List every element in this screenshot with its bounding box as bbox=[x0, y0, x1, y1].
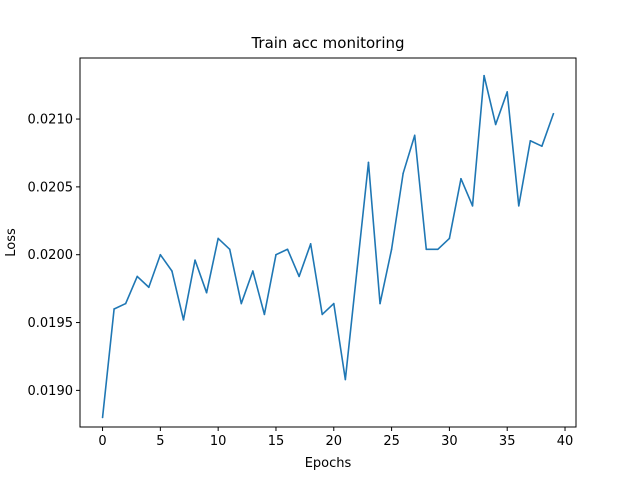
y-axis-label: Loss bbox=[4, 228, 19, 257]
series-line bbox=[101, 74, 555, 418]
data-point bbox=[217, 237, 219, 240]
x-tick-label: 30 bbox=[441, 434, 458, 449]
data-point bbox=[367, 161, 370, 164]
data-point bbox=[101, 416, 104, 419]
y-tick-label: 0.0205 bbox=[28, 180, 74, 195]
data-point bbox=[205, 291, 208, 294]
data-point bbox=[471, 205, 474, 207]
data-point bbox=[437, 248, 439, 251]
data-point bbox=[147, 286, 150, 289]
data-point bbox=[379, 302, 381, 305]
data-point bbox=[194, 259, 196, 261]
data-point bbox=[286, 248, 289, 251]
data-point bbox=[332, 302, 335, 305]
data-point bbox=[483, 74, 485, 77]
data-point bbox=[298, 275, 300, 278]
data-point bbox=[425, 248, 428, 251]
y-tick-label: 0.0200 bbox=[28, 248, 74, 263]
data-point bbox=[402, 172, 404, 175]
x-tick-label: 10 bbox=[210, 434, 227, 449]
data-point bbox=[182, 319, 185, 321]
data-point bbox=[344, 378, 347, 381]
data-point bbox=[124, 302, 127, 305]
y-tick-label: 0.0195 bbox=[28, 316, 74, 331]
data-point bbox=[263, 313, 266, 316]
x-tick-label: 25 bbox=[383, 434, 400, 449]
data-point bbox=[321, 313, 324, 316]
data-point bbox=[171, 270, 173, 272]
plot-layer bbox=[101, 74, 555, 419]
chart-title: Train acc monitoring bbox=[250, 34, 404, 52]
data-point bbox=[356, 270, 358, 272]
plot-frame bbox=[79, 57, 577, 428]
data-point bbox=[506, 91, 509, 93]
data-point bbox=[552, 112, 555, 115]
x-tick-label: 40 bbox=[557, 434, 574, 449]
data-point bbox=[390, 248, 393, 251]
y-tick-label: 0.0190 bbox=[28, 384, 74, 399]
x-tick-label: 20 bbox=[326, 434, 343, 449]
data-point bbox=[240, 302, 243, 305]
data-point bbox=[448, 237, 451, 240]
x-tick-label: 0 bbox=[98, 434, 106, 449]
data-point bbox=[309, 243, 312, 245]
x-axis-label: Epochs bbox=[305, 456, 352, 471]
x-tick-label: 15 bbox=[268, 434, 285, 449]
data-point bbox=[494, 123, 497, 126]
x-tick-label: 5 bbox=[156, 434, 164, 449]
x-tick-label: 35 bbox=[499, 434, 516, 449]
data-point bbox=[159, 253, 162, 256]
data-point bbox=[460, 177, 462, 180]
data-point bbox=[413, 134, 416, 137]
data-point bbox=[275, 253, 277, 256]
data-point bbox=[541, 145, 543, 147]
ticks-layer: 0 5 10 15 20 25 30 35 40 0.0190 0.0195 0.0200 0.0205… bbox=[28, 113, 574, 449]
data-point bbox=[136, 275, 139, 278]
data-point bbox=[252, 270, 254, 272]
data-point bbox=[228, 248, 231, 251]
data-point bbox=[517, 205, 520, 207]
y-tick-label: 0.0210 bbox=[28, 113, 74, 128]
data-point bbox=[113, 308, 115, 310]
data-point bbox=[529, 139, 532, 142]
